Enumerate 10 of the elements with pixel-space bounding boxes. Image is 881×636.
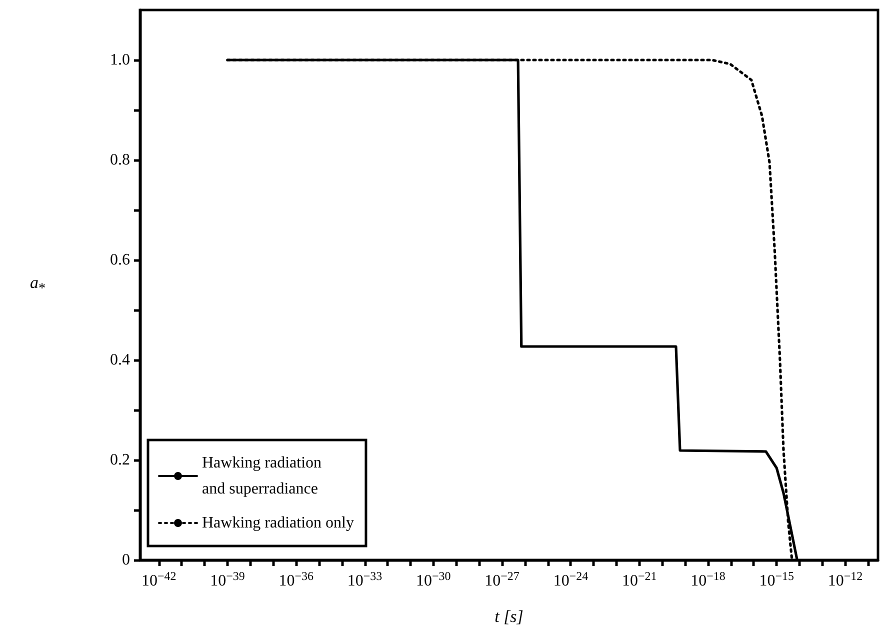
- y-tick-label: 0.6: [110, 252, 130, 268]
- y-tick-label: 0.2: [110, 452, 130, 468]
- x-axis-title: t [s]: [494, 607, 524, 626]
- y-axis-title: a$_{*}$: [30, 273, 46, 298]
- y-tick-label: 0.4: [110, 352, 130, 368]
- y-tick-label: 0.8: [110, 152, 130, 168]
- legend-label: Hawking radiation only: [202, 514, 354, 532]
- y-tick-label: 1.0: [110, 52, 130, 68]
- legend-label: Hawking radiation and superradiance: [202, 454, 322, 498]
- y-tick-label: 0: [122, 552, 130, 568]
